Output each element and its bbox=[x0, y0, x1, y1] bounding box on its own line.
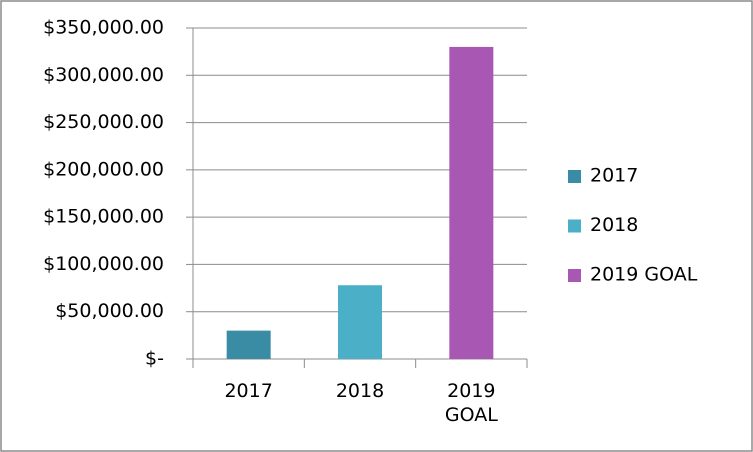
y-tick-label: $200,000.00 bbox=[43, 158, 164, 180]
y-tick-label: $300,000.00 bbox=[43, 64, 164, 86]
legend-swatch bbox=[568, 269, 581, 282]
bar bbox=[449, 46, 494, 360]
legend-swatch bbox=[568, 219, 581, 233]
y-tick-label: $350,000.00 bbox=[43, 17, 164, 39]
legend-swatch bbox=[568, 170, 581, 183]
legend-label: 2017 bbox=[590, 165, 638, 187]
legend-label: 2018 bbox=[590, 214, 638, 236]
y-tick-label: $50,000.00 bbox=[55, 300, 164, 322]
y-tick-label: $100,000.00 bbox=[43, 253, 164, 275]
legend-label: 2019 GOAL bbox=[590, 264, 698, 286]
y-tick-label: $250,000.00 bbox=[43, 111, 164, 133]
bar bbox=[338, 285, 382, 359]
x-tick-label: 2018 bbox=[335, 380, 385, 402]
y-tick-label: $150,000.00 bbox=[43, 206, 164, 228]
y-tick-label: $- bbox=[145, 348, 164, 370]
bar bbox=[226, 330, 271, 359]
x-tick-label: 2019 GOAL bbox=[444, 380, 498, 426]
x-tick-label: 2017 bbox=[224, 380, 273, 402]
